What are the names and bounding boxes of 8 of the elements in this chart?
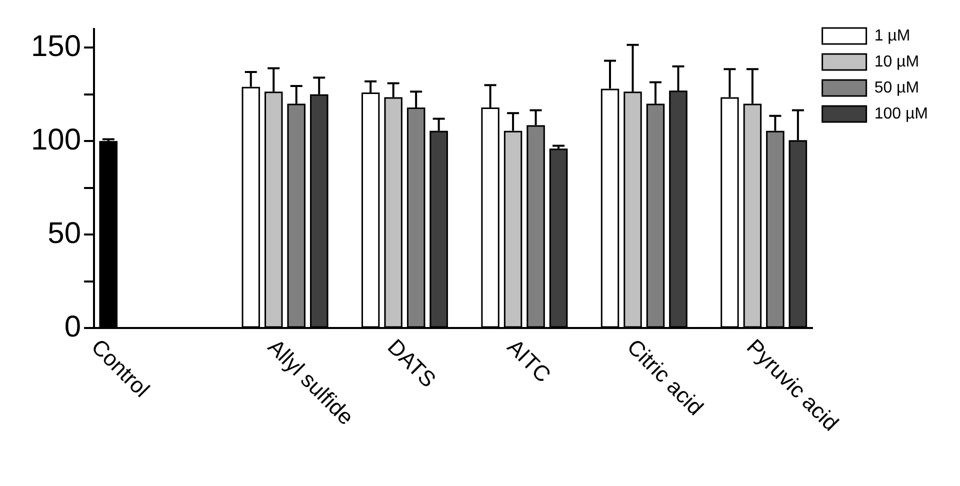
y-tick-label: 50	[48, 216, 82, 250]
legend-label: 50 µM	[874, 79, 920, 96]
text: 1 µM	[874, 27, 910, 44]
y-tick-label: 0	[64, 310, 82, 344]
y-tick-label: 100	[30, 123, 82, 156]
legend-label: 100 µM	[874, 105, 928, 122]
legend-label: 10 µM	[874, 53, 920, 70]
y-tick-label: 150	[30, 30, 82, 63]
